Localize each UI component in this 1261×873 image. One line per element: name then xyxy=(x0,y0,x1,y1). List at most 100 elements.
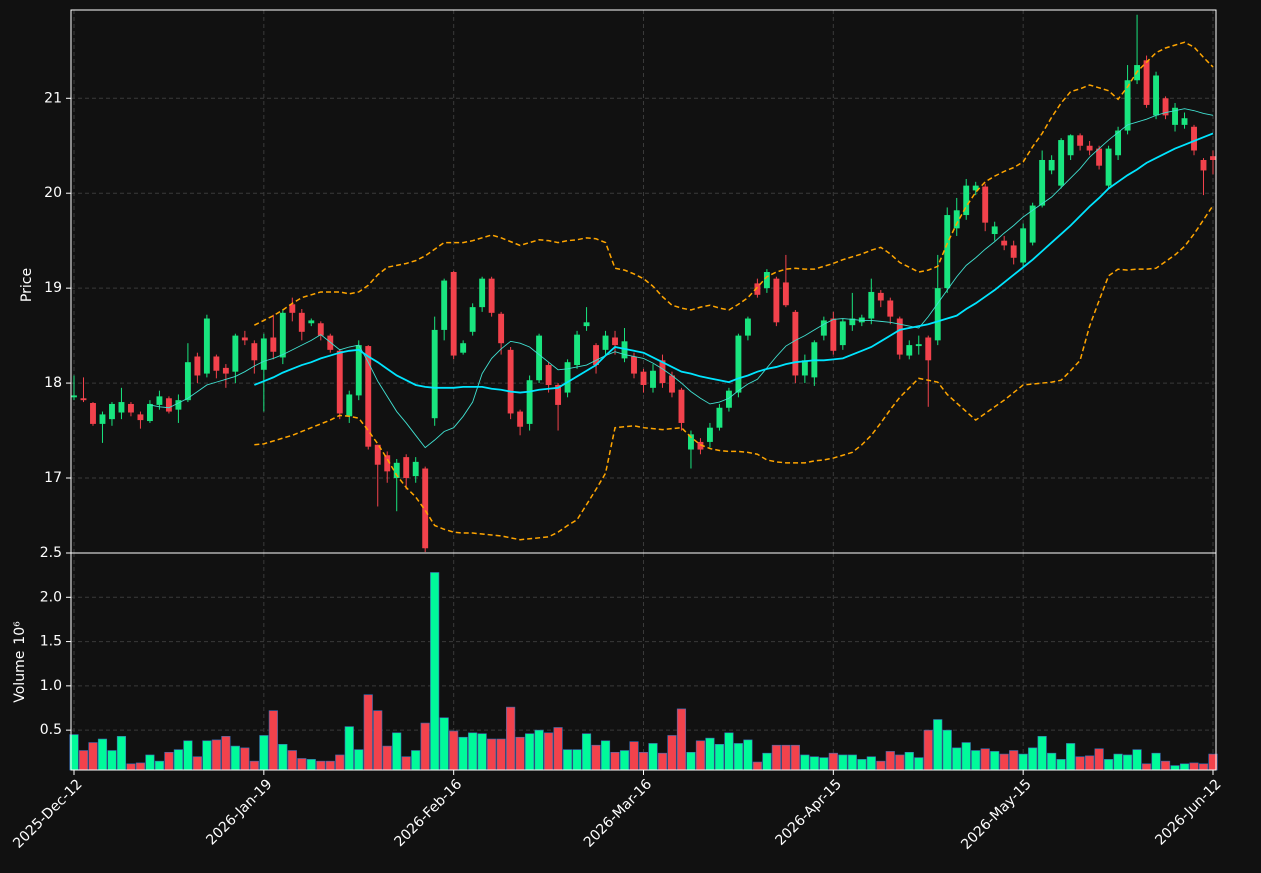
candle-body xyxy=(612,337,618,346)
volume-bar xyxy=(1075,756,1085,771)
volume-label: Volume xyxy=(12,651,28,703)
volume-bar xyxy=(752,761,762,771)
volume-bar xyxy=(173,749,183,771)
candle-body xyxy=(877,292,884,301)
volume-bar xyxy=(657,752,668,771)
candle-body xyxy=(450,272,457,356)
volume-bar xyxy=(468,732,478,771)
volume-bar xyxy=(771,744,781,771)
candle-body xyxy=(1153,75,1159,116)
volume-bar xyxy=(401,756,411,771)
candle-body xyxy=(773,278,780,323)
volume-bar xyxy=(1170,765,1180,771)
volume-bar xyxy=(838,754,848,771)
volume-bar xyxy=(952,747,962,771)
candle-body xyxy=(1096,148,1103,166)
volume-bar xyxy=(439,717,449,771)
volume-bar xyxy=(629,741,639,771)
volume-bar xyxy=(743,739,753,771)
volume-bar xyxy=(1160,760,1171,771)
candle-body xyxy=(146,403,153,422)
candle-body xyxy=(659,360,666,384)
volume-bar xyxy=(449,730,459,771)
candle-body xyxy=(184,362,191,401)
volume-bar xyxy=(458,736,468,771)
volume-bar xyxy=(980,748,990,771)
volume-bar xyxy=(1085,755,1095,771)
volume-bar xyxy=(819,757,829,771)
volume-bar xyxy=(363,694,373,771)
volume-bar xyxy=(591,744,601,771)
candle-body xyxy=(431,329,438,419)
candle-body xyxy=(1143,60,1150,105)
candle-body xyxy=(1029,205,1036,243)
candle-body xyxy=(706,427,713,442)
volume-bar xyxy=(297,758,307,771)
volume-bar xyxy=(847,754,857,771)
volume-bar xyxy=(382,745,392,771)
candle-body xyxy=(887,300,894,317)
volume-bar xyxy=(354,749,364,771)
candle-body xyxy=(1048,159,1055,171)
volume-bar xyxy=(762,752,772,771)
volume-bar xyxy=(876,760,886,771)
candle-body xyxy=(365,346,372,447)
candle-body xyxy=(991,226,998,235)
candle-body xyxy=(725,390,732,408)
indicator-line xyxy=(254,132,1214,394)
volume-bar xyxy=(420,722,430,771)
volume-bar xyxy=(192,756,202,771)
candle-body xyxy=(260,338,267,370)
candle-body xyxy=(555,384,562,405)
candle-body xyxy=(763,272,770,289)
candle-body xyxy=(374,444,381,465)
volume-bar xyxy=(857,759,867,771)
y-tick-label: 17 xyxy=(44,470,62,486)
candle-body xyxy=(820,320,827,336)
volume-bar xyxy=(97,738,108,771)
candle-body xyxy=(868,291,875,319)
candle-body xyxy=(422,468,429,549)
volume-bar xyxy=(1094,748,1104,771)
candle-body xyxy=(934,288,941,341)
volume-tick-label: 2.0 xyxy=(40,589,62,605)
candle-body xyxy=(858,317,865,323)
candle-body xyxy=(697,441,704,450)
volume-bar xyxy=(705,737,715,771)
volume-bar xyxy=(268,710,278,771)
volume-bar xyxy=(534,729,544,771)
volume-bar xyxy=(287,750,297,771)
y-tick-label: 20 xyxy=(44,185,62,201)
volume-bar xyxy=(515,736,525,771)
candle-body xyxy=(498,313,505,344)
volume-bar xyxy=(600,740,611,771)
candle-body xyxy=(650,370,656,388)
volume-bar xyxy=(828,752,838,771)
volume-bar xyxy=(306,759,316,771)
candle-body xyxy=(393,462,400,479)
volume-bar xyxy=(809,756,819,771)
candle-body xyxy=(669,375,675,393)
candle-body xyxy=(1077,135,1084,146)
candle-body xyxy=(754,283,761,295)
candle-body xyxy=(545,365,552,385)
candle-body xyxy=(1010,245,1017,258)
volume-bar xyxy=(648,743,658,771)
y-tick-label: 18 xyxy=(44,375,62,391)
volume-bar xyxy=(1047,752,1057,771)
indicator-line xyxy=(149,108,1214,449)
candle-body xyxy=(1020,228,1027,263)
volume-bar xyxy=(430,572,440,771)
candle-body xyxy=(403,457,410,479)
candle-body xyxy=(128,403,134,413)
indicator-line xyxy=(254,41,1214,326)
volume-bar xyxy=(914,757,924,771)
volume-bar xyxy=(790,744,800,771)
candle-body xyxy=(830,318,837,351)
candle-body xyxy=(602,335,609,350)
volume-bar xyxy=(1009,750,1019,771)
volume-bar xyxy=(781,744,791,771)
indicator-line xyxy=(254,205,1214,541)
candle-body xyxy=(384,455,391,472)
